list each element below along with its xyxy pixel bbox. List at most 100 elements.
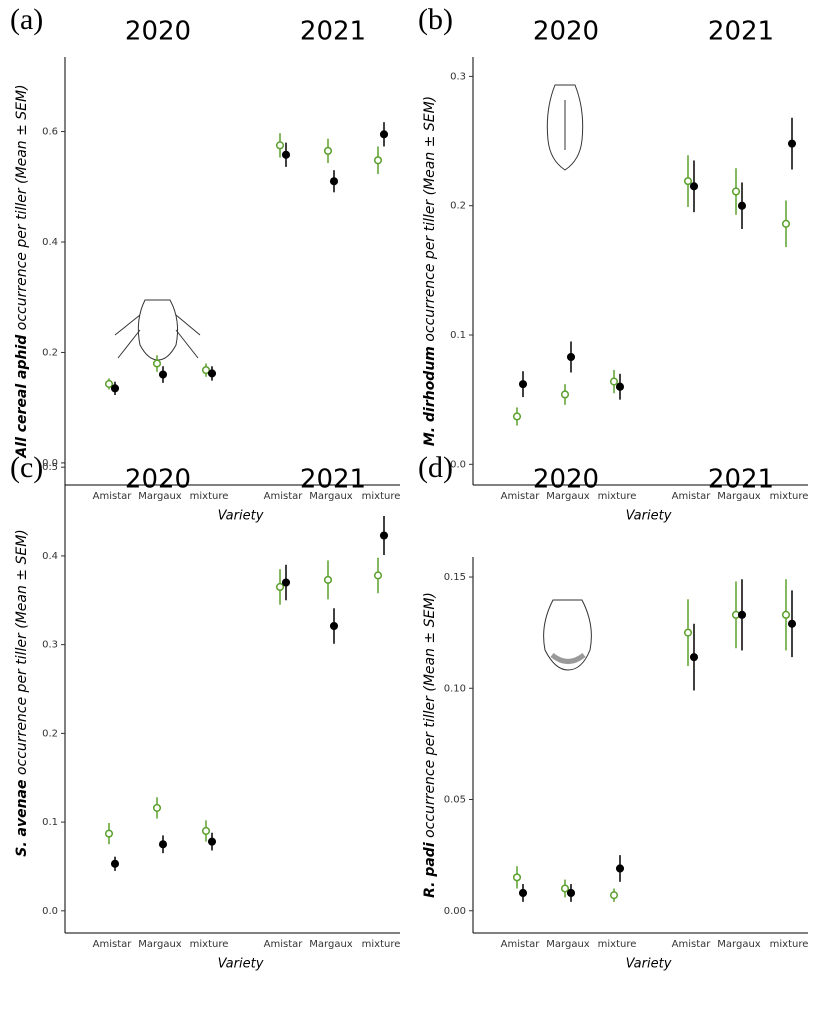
point [615,382,625,391]
point [512,873,522,882]
y-tick-label: 0.2 [42,728,58,739]
x-tick-label: Amistar [93,491,133,502]
y-tick-label: 0.0 [42,906,58,917]
point [104,379,114,388]
x-axis-label: Variety [218,957,264,972]
x-tick-label: mixture [362,939,401,950]
insect-body [546,84,584,171]
y-label-species: S. avenae [14,779,30,856]
point [609,377,619,386]
point [158,370,168,379]
point [201,826,211,836]
point [683,628,693,637]
y-label-text: occurrence per tiller (Mean ± SEM) [422,592,438,838]
point [323,146,333,155]
x-tick-label: Margaux [309,491,353,502]
y-axis-label: S. avenae occurrence per tiller (Mean ± … [14,529,30,857]
x-tick-label: Amistar [501,491,541,502]
point [201,366,211,375]
point [518,380,528,389]
insect-sketch-d [543,599,592,671]
y-tick-label: 0.2 [42,347,58,358]
y-tick-label: 0.0 [450,459,466,470]
x-tick-label: mixture [190,939,229,950]
group-label: 2020 [533,465,599,495]
x-tick-label: mixture [770,939,809,950]
x-tick-label: Amistar [264,491,304,502]
panel-label: (b) [418,3,453,36]
x-tick-label: Margaux [546,491,590,502]
point [689,182,699,191]
point [152,359,162,368]
y-tick-label: 0.00 [444,906,466,917]
point [731,187,741,196]
x-axis-label: Variety [626,509,672,524]
point [329,621,339,631]
y-tick-label: 0.05 [444,795,466,806]
x-axis-label: Variety [626,957,672,972]
point [152,803,162,812]
point [207,369,217,378]
insect-sketch-c [114,299,201,361]
point [373,571,383,580]
point [781,610,791,619]
point [379,531,389,540]
y-tick-label: 0.10 [444,683,466,694]
group-label: 2020 [125,17,191,47]
insect-body [137,299,178,361]
point [683,177,693,186]
y-tick-label: 0.1 [42,817,58,828]
insect-band [550,652,586,664]
point [737,610,747,619]
point [512,412,522,421]
insect-body [543,599,592,671]
x-tick-label: mixture [598,491,637,502]
point [275,582,285,592]
x-tick-label: Margaux [138,491,182,502]
point [787,139,797,148]
point [566,352,576,362]
point [281,578,291,587]
group-label: 2020 [125,465,191,495]
point [737,201,747,210]
y-tick-label: 0.6 [42,127,58,138]
point [787,619,797,628]
y-axis-label: R. padi occurrence per tiller (Mean ± SE… [422,592,438,898]
y-label-text: occurrence per tiller (Mean ± SEM) [422,96,438,342]
y-tick-label: 0.5 [42,462,58,473]
point [281,150,291,159]
y-tick-label: 0.1 [450,330,466,341]
x-tick-label: Amistar [501,939,541,950]
point [110,859,120,868]
point [373,156,383,165]
point [329,177,339,186]
y-tick-label: 0.3 [450,71,466,82]
point [379,130,389,139]
insect-legs [114,314,201,359]
point [323,575,333,584]
x-tick-label: Margaux [309,939,353,950]
panel-label: (a) [10,3,43,36]
y-tick-label: 0.15 [444,572,466,583]
x-axis-label: Variety [218,509,264,524]
x-tick-label: Amistar [93,939,133,950]
y-label-species: R. padi [422,842,438,898]
insect-sketch-b [546,84,584,171]
point [560,884,570,893]
x-tick-label: mixture [190,491,229,502]
panel-label: (c) [10,451,43,484]
x-tick-label: mixture [770,491,809,502]
y-tick-label: 0.0 [42,458,58,469]
x-tick-label: Amistar [672,491,712,502]
x-tick-label: mixture [598,939,637,950]
point [275,141,285,150]
x-tick-label: Margaux [717,491,761,502]
y-label-text: occurrence per tiller (Mean ± SEM) [14,529,30,775]
group-label: 2021 [300,17,366,47]
panel-label: (d) [418,451,453,484]
point [689,653,699,662]
point [110,384,120,393]
x-tick-label: mixture [362,491,401,502]
y-label-text: occurrence per tiller (Mean ± SEM) [14,84,30,330]
